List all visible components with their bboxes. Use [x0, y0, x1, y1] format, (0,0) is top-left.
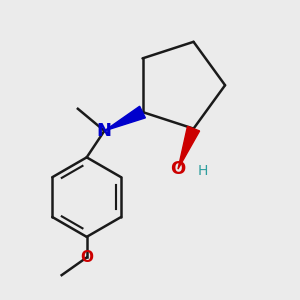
Polygon shape [104, 106, 146, 131]
Polygon shape [178, 126, 200, 169]
Text: O: O [170, 160, 186, 178]
Text: H: H [198, 164, 208, 178]
Text: N: N [97, 122, 112, 140]
Text: O: O [80, 250, 93, 265]
